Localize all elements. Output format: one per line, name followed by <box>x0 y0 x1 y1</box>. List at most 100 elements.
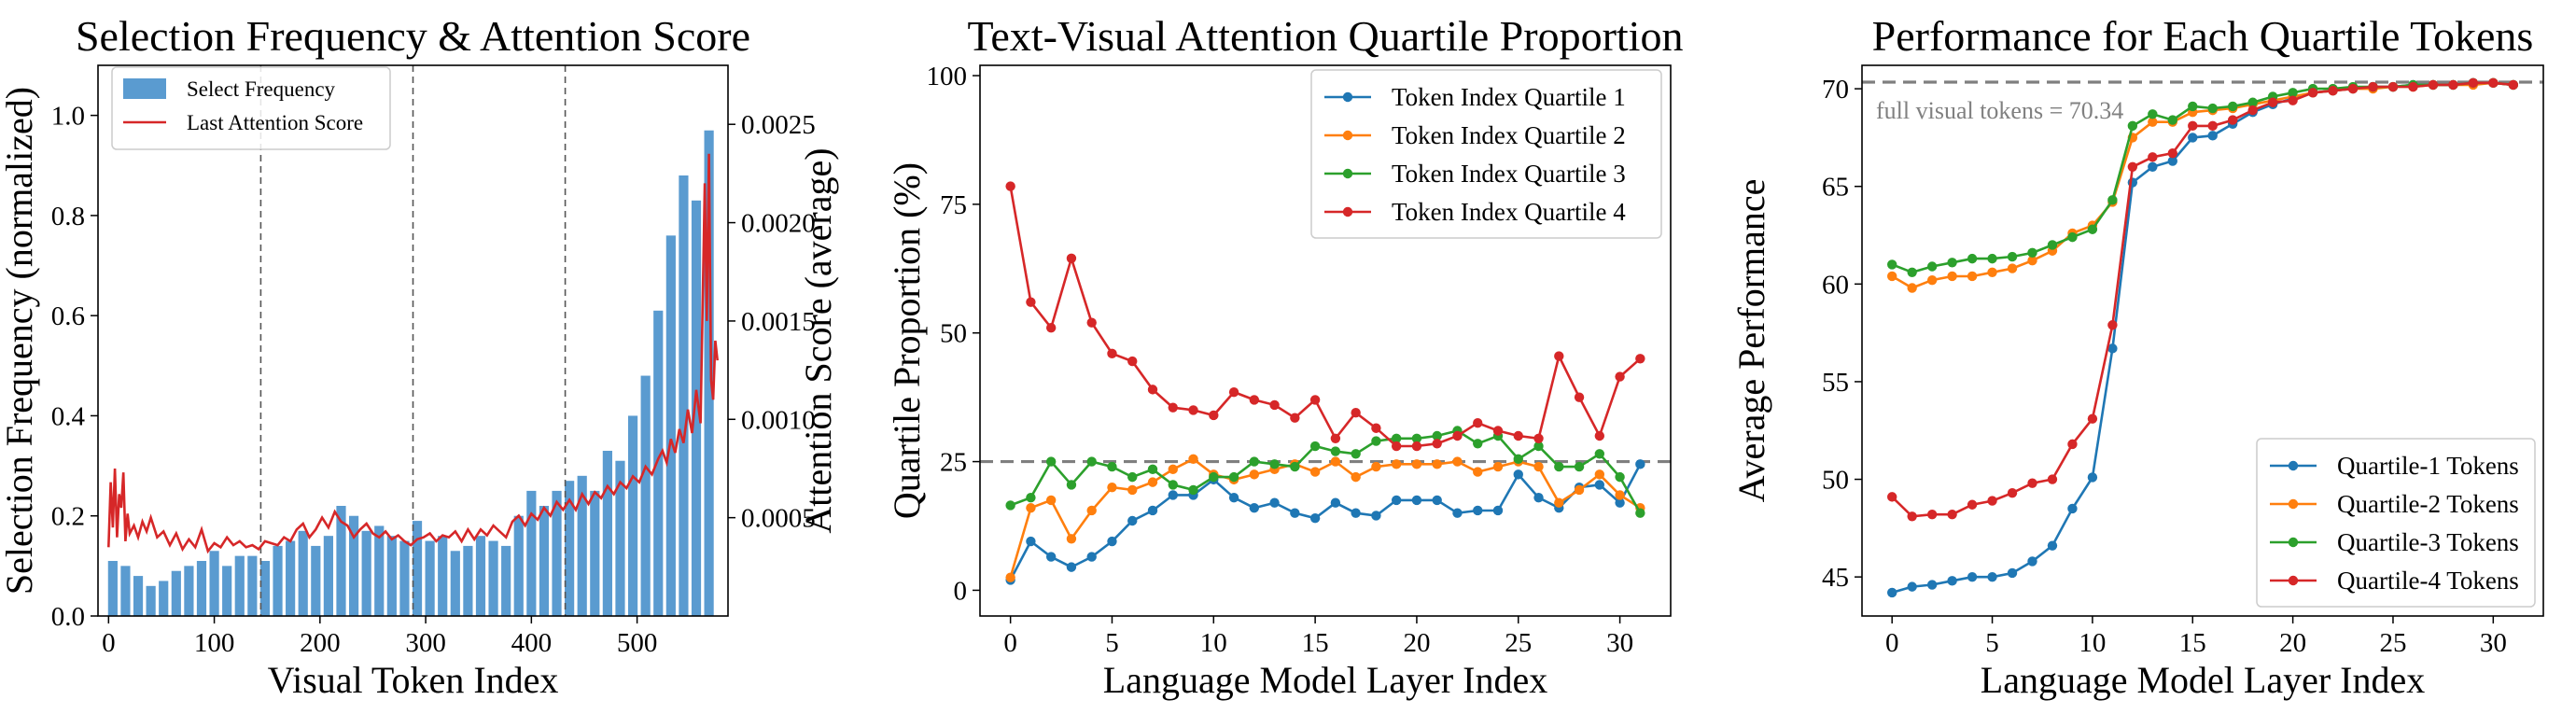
select-frequency-bar <box>450 551 460 616</box>
select-frequency-bar <box>259 561 271 616</box>
data-point <box>1947 271 1957 282</box>
legend-box <box>1310 69 1662 239</box>
data-point <box>2087 224 2098 234</box>
legend-label: Quartile-3 Tokens <box>2337 528 2519 556</box>
y-axis-label: Quartile Proportion (%) <box>886 162 928 519</box>
x-tick-label: 5 <box>1985 628 1999 658</box>
data-point <box>2107 343 2118 354</box>
series-line-2 <box>1009 457 1642 578</box>
data-point <box>1635 459 1645 469</box>
select-frequency-bar <box>653 310 664 616</box>
data-point <box>1168 480 1178 490</box>
legend-label: Token Index Quartile 2 <box>1392 121 1626 149</box>
x-tick-label: 0 <box>1885 628 1899 658</box>
select-frequency-bar <box>311 545 321 616</box>
data-point <box>1492 505 1504 516</box>
data-point <box>1005 181 1015 191</box>
select-frequency-bar <box>539 506 550 616</box>
data-point <box>1432 495 1442 506</box>
data-point <box>2167 147 2177 159</box>
data-point <box>2047 240 2058 250</box>
select-frequency-bar <box>273 545 283 616</box>
data-point <box>1026 297 1036 307</box>
y-tick-label: 0.2 <box>51 502 85 532</box>
y-axis-label: Average Performance <box>1730 179 1772 503</box>
legend-swatch-marker <box>2288 460 2299 471</box>
data-point <box>2027 556 2037 567</box>
data-point <box>2027 247 2037 259</box>
x-tick-label: 15 <box>1302 628 1329 658</box>
legend-label: Select Frequency <box>187 77 336 101</box>
data-point <box>1391 433 1402 443</box>
legend-swatch-marker <box>2288 575 2299 586</box>
data-point <box>1026 492 1036 503</box>
data-point <box>1887 271 1897 282</box>
data-point <box>2288 88 2298 98</box>
data-point <box>2288 95 2298 105</box>
select-frequency-bar <box>425 540 435 616</box>
data-point <box>2247 105 2258 116</box>
y2-tick-label: 0.0020 <box>741 209 816 239</box>
data-point <box>1594 430 1605 441</box>
data-point <box>1249 469 1260 480</box>
data-point <box>2167 156 2177 166</box>
y-tick-label: 50 <box>1822 466 1849 496</box>
data-point <box>1127 484 1138 496</box>
select-frequency-bar <box>577 475 587 616</box>
data-point <box>1887 587 1897 598</box>
data-point <box>1594 449 1605 459</box>
data-point <box>2067 503 2078 514</box>
data-point <box>1086 552 1097 562</box>
data-point <box>1249 456 1260 467</box>
data-point <box>2448 79 2458 91</box>
data-point <box>1907 267 1917 277</box>
select-frequency-bar <box>665 235 676 616</box>
y-tick-label: 0 <box>954 576 968 606</box>
x-tick-label: 10 <box>2079 628 2106 658</box>
plot-frame <box>979 64 1672 617</box>
select-frequency-bar <box>399 540 410 616</box>
data-point <box>1371 436 1381 446</box>
data-point <box>1209 471 1219 483</box>
attention-score-line <box>107 153 719 554</box>
y-tick-label: 45 <box>1822 563 1849 593</box>
data-point <box>1351 407 1361 418</box>
x-tick-label: 30 <box>1606 628 1633 658</box>
data-point <box>1533 441 1544 452</box>
select-frequency-bar <box>691 200 702 616</box>
y2-tick-label: 0.0005 <box>741 504 816 534</box>
data-point <box>1147 464 1158 475</box>
data-point <box>1127 471 1138 483</box>
data-point <box>2228 115 2238 125</box>
series-line-1 <box>1009 463 1642 581</box>
select-frequency-bar <box>501 545 511 616</box>
data-point <box>1228 492 1239 503</box>
data-point <box>2468 77 2479 89</box>
data-point <box>1411 459 1422 469</box>
legend-label: Quartile-4 Tokens <box>2337 567 2519 595</box>
data-point <box>2148 161 2158 172</box>
legend-label: Token Index Quartile 1 <box>1392 83 1626 111</box>
data-point <box>1147 505 1158 516</box>
y2-tick-label: 0.0010 <box>741 405 816 435</box>
select-frequency-bar <box>463 545 473 616</box>
data-point <box>2148 152 2158 162</box>
data-point <box>1513 430 1523 441</box>
select-frequency-bar <box>234 555 245 616</box>
reference-annotation: full visual tokens = 70.34 <box>1876 97 2123 124</box>
data-point <box>1147 477 1158 487</box>
data-point <box>1926 261 1938 272</box>
y2-axis-label: Attention Score (average) <box>797 147 839 533</box>
data-point <box>1554 497 1564 508</box>
data-point <box>1066 534 1077 544</box>
data-point <box>1127 515 1138 526</box>
data-point <box>1473 505 1483 516</box>
data-point <box>2188 101 2198 112</box>
legend-box <box>111 66 391 150</box>
y-tick-label: 1.0 <box>51 102 85 132</box>
data-point <box>1432 430 1442 441</box>
data-point <box>2267 97 2278 107</box>
data-point <box>1290 508 1300 518</box>
data-point <box>2127 120 2138 132</box>
